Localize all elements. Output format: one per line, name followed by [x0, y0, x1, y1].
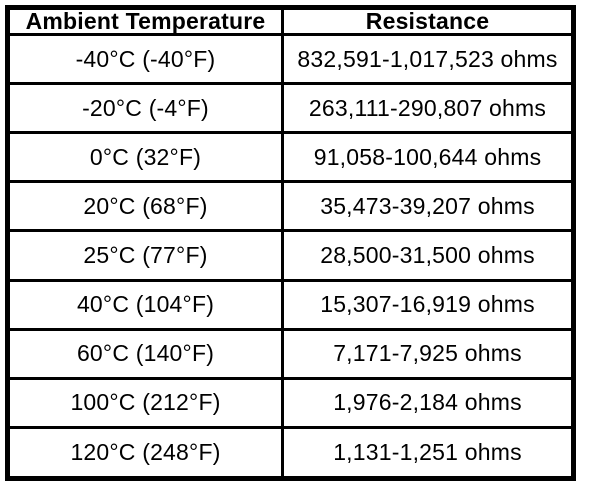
table-row: -20°C (-4°F) 263,111-290,807 ohms — [6, 82, 575, 135]
temperature-cell: 0°C (32°F) — [6, 131, 284, 184]
table-row: -40°C (-40°F) 832,591-1,017,523 ohms — [6, 32, 575, 86]
table-row: 40°C (104°F) 15,307-16,919 ohms — [6, 278, 575, 331]
resistance-cell: 35,473-39,207 ohms — [281, 180, 575, 233]
resistance-cell: 832,591-1,017,523 ohms — [281, 32, 575, 86]
resistance-cell: 7,171-7,925 ohms — [281, 327, 575, 380]
temperature-cell: 100°C (212°F) — [6, 376, 284, 429]
table-header-row: Ambient Temperature Resistance — [6, 6, 575, 36]
header-ambient-temperature: Ambient Temperature — [6, 6, 284, 36]
temperature-cell: 20°C (68°F) — [6, 180, 284, 233]
resistance-cell: 263,111-290,807 ohms — [281, 82, 575, 135]
temperature-cell: 60°C (140°F) — [6, 327, 284, 380]
resistance-cell: 28,500-31,500 ohms — [281, 229, 575, 282]
table-row: 60°C (140°F) 7,171-7,925 ohms — [6, 327, 575, 380]
temperature-cell: 25°C (77°F) — [6, 229, 284, 282]
table-row: 25°C (77°F) 28,500-31,500 ohms — [6, 229, 575, 282]
temperature-cell: 40°C (104°F) — [6, 278, 284, 331]
temperature-resistance-table: Ambient Temperature Resistance -40°C (-4… — [5, 5, 576, 481]
temperature-cell: 120°C (248°F) — [6, 425, 284, 481]
table-body: -40°C (-40°F) 832,591-1,017,523 ohms -20°C… — [6, 32, 575, 481]
resistance-cell: 1,976-2,184 ohms — [281, 376, 575, 429]
table-row: 20°C (68°F) 35,473-39,207 ohms — [6, 180, 575, 233]
resistance-cell: 15,307-16,919 ohms — [281, 278, 575, 331]
temperature-cell: -20°C (-4°F) — [6, 82, 284, 135]
table-row: 0°C (32°F) 91,058-100,644 ohms — [6, 131, 575, 184]
header-resistance: Resistance — [281, 6, 575, 36]
temperature-cell: -40°C (-40°F) — [6, 32, 284, 86]
resistance-cell: 1,131-1,251 ohms — [281, 425, 575, 481]
table-row: 120°C (248°F) 1,131-1,251 ohms — [6, 425, 575, 481]
table-row: 100°C (212°F) 1,976-2,184 ohms — [6, 376, 575, 429]
resistance-cell: 91,058-100,644 ohms — [281, 131, 575, 184]
